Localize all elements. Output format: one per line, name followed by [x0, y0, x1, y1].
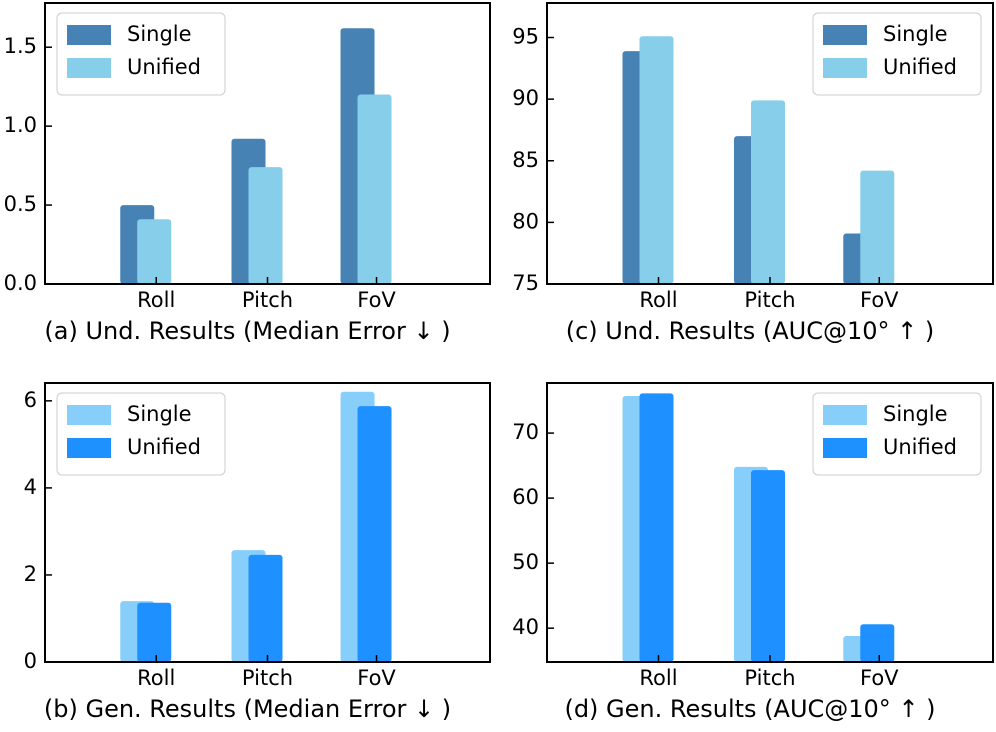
caption: (d) Gen. Results (AUC@10° ↑ ) [564, 695, 935, 723]
y-tick-label: 80 [512, 209, 539, 233]
y-tick-label: 0.5 [4, 192, 37, 216]
axes-frame [546, 382, 994, 663]
bar [751, 470, 785, 662]
legend-swatch [67, 405, 111, 425]
legend-label: Single [127, 22, 192, 46]
x-tick-label: Pitch [242, 666, 293, 690]
y-tick-label: 95 [512, 25, 539, 49]
legend-label: Unified [127, 55, 201, 79]
y-tick-label: 6 [24, 388, 37, 412]
y-tick-label: 2 [24, 562, 37, 586]
caption: (b) Gen. Results (Median Error ↓ ) [44, 695, 451, 723]
x-tick-label: Roll [137, 666, 175, 690]
bar [860, 624, 895, 662]
y-tick-label: 4 [24, 475, 37, 499]
y-tick-label: 0.0 [4, 271, 37, 295]
caption: (a) Und. Results (Median Error ↓ ) [44, 317, 450, 345]
bar [357, 406, 392, 662]
bar [248, 167, 283, 284]
axes-frame [546, 2, 994, 285]
x-tick-label: Pitch [744, 666, 795, 690]
x-tick-label: Roll [639, 288, 677, 312]
x-tick-label: FoV [357, 666, 396, 690]
legend-label: Single [883, 402, 948, 426]
bar [639, 393, 674, 662]
y-tick-label: 50 [512, 550, 539, 574]
x-tick-label: FoV [357, 288, 396, 312]
x-tick-label: FoV [860, 288, 899, 312]
bar [137, 219, 172, 284]
legend-swatch [823, 438, 867, 458]
y-tick-label: 75 [512, 271, 539, 295]
x-tick-label: Roll [137, 288, 175, 312]
bar [751, 100, 785, 284]
x-tick-label: FoV [860, 666, 899, 690]
legend-swatch [67, 25, 111, 45]
axes-frame [44, 382, 491, 663]
bar [137, 602, 172, 662]
y-tick-label: 60 [512, 485, 539, 509]
y-tick-label: 70 [512, 420, 539, 444]
x-tick-label: Roll [639, 666, 677, 690]
y-tick-label: 40 [512, 615, 539, 639]
y-tick-label: 1.0 [4, 113, 37, 137]
legend-label: Single [127, 402, 192, 426]
legend-label: Unified [883, 55, 957, 79]
legend-swatch [823, 25, 867, 45]
legend-swatch [67, 438, 111, 458]
bar [639, 36, 674, 284]
y-tick-label: 1.5 [4, 34, 37, 58]
axes-frame [44, 2, 491, 285]
legend-swatch [67, 58, 111, 78]
legend-swatch [823, 58, 867, 78]
legend-label: Unified [883, 435, 957, 459]
caption: (c) Und. Results (AUC@10° ↑ ) [566, 317, 934, 345]
x-tick-label: Pitch [242, 288, 293, 312]
bar [248, 554, 283, 662]
bar [860, 170, 895, 284]
y-tick-label: 90 [512, 86, 539, 110]
bar [357, 94, 392, 284]
legend-label: Single [883, 22, 948, 46]
legend-label: Unified [127, 435, 201, 459]
x-tick-label: Pitch [744, 288, 795, 312]
y-tick-label: 0 [24, 649, 37, 673]
legend-swatch [823, 405, 867, 425]
y-tick-label: 85 [512, 148, 539, 172]
